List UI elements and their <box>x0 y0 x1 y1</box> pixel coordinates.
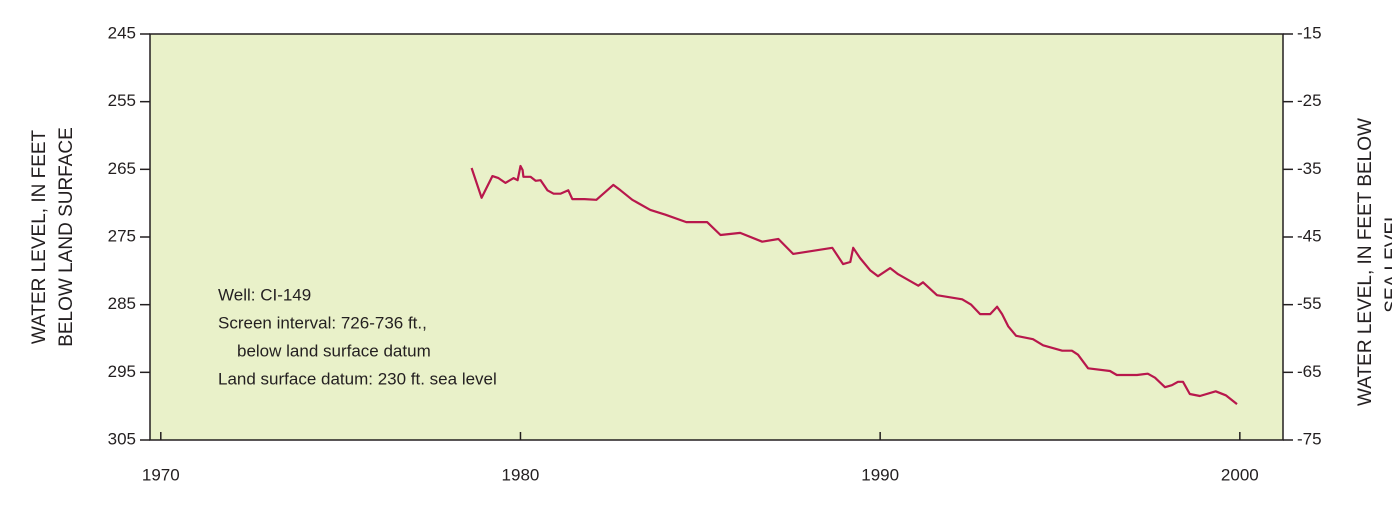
x-tick-label: 1970 <box>142 465 180 484</box>
y-axis-title: BELOW LAND SURFACE <box>56 127 77 347</box>
y-tick-label: 245 <box>108 23 136 42</box>
y2-tick-label: -75 <box>1297 429 1322 448</box>
plot-area <box>149 33 1284 441</box>
y2-tick-label: -55 <box>1297 294 1322 313</box>
y-axis-title: WATER LEVEL, IN FEET <box>29 129 50 344</box>
annotation: Screen interval: 726-736 ft., <box>218 313 427 332</box>
annotation: Land surface datum: 230 ft. sea level <box>218 369 497 388</box>
y-tick-label: 285 <box>108 294 136 313</box>
y2-tick-label: -15 <box>1297 23 1322 42</box>
annotation: below land surface datum <box>237 341 431 360</box>
y-tick-label: 295 <box>108 362 136 381</box>
y-tick-label: 275 <box>108 226 136 245</box>
x-tick-label: 2000 <box>1221 465 1259 484</box>
y-tick-label: 255 <box>108 91 136 110</box>
data-line <box>470 164 1238 405</box>
y-tick-label: 265 <box>108 159 136 178</box>
y2-tick-label: -45 <box>1297 226 1322 245</box>
y2-tick-label: -35 <box>1297 159 1322 178</box>
y2-axis-title: WATER LEVEL, IN FEET BELOW <box>1355 118 1376 406</box>
y2-axis-title: SEA LEVEL <box>1382 211 1392 312</box>
x-tick-label: 1980 <box>502 465 540 484</box>
y2-tick-label: -65 <box>1297 362 1322 381</box>
y2-tick-label: -25 <box>1297 91 1322 110</box>
annotation: Well: CI-149 <box>218 285 311 304</box>
y-tick-label: 305 <box>108 429 136 448</box>
x-tick-label: 1990 <box>861 465 899 484</box>
